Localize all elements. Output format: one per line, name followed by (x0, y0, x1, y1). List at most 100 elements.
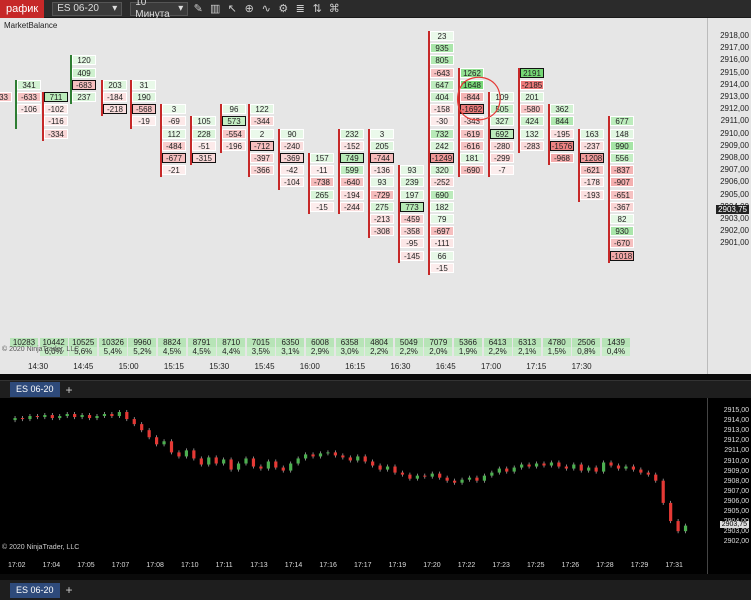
footprint-cell: -633 (17, 92, 41, 102)
footprint-cell: -15 (430, 262, 454, 273)
bar-range-marker (278, 128, 280, 190)
tab-es-06-20[interactable]: ES 06-20 (10, 382, 60, 397)
interval-selector[interactable]: 10 Минута ▾ (130, 0, 189, 20)
footprint-cell: -158 (430, 104, 454, 115)
candle-body (564, 466, 568, 469)
bar-volume-total: 6413 (483, 338, 512, 347)
bar-volume-total: 10283 (10, 338, 38, 347)
footprint-cell: -252 (430, 177, 454, 188)
candlestick-chart[interactable]: 2915,00 2914,00 2913,00 2912,00 2911,00 2910,… (0, 398, 751, 574)
footprint-cell: -334 (44, 128, 68, 139)
bar-volume-percent: 3,5% (246, 347, 275, 356)
footprint-cell: 505 (490, 104, 514, 115)
candle-body (28, 416, 32, 420)
bottom-time-label: 17:13 (250, 562, 268, 569)
candle-body (87, 415, 92, 419)
candle-body (654, 474, 658, 481)
footprint-cell: -15 (310, 201, 334, 212)
footprint-cell: -152 (340, 140, 364, 151)
footprint-cell: 990 (610, 140, 634, 151)
indicators-icon[interactable]: ∿ (261, 2, 271, 15)
bottom-price-axis[interactable]: 2915,00 2914,00 2913,00 2912,00 2911,00 2910,… (707, 398, 751, 574)
bar-volume-percent: 1,5% (542, 347, 571, 356)
bar-range-marker (248, 104, 250, 178)
bar-volume-percent: 2,1% (513, 347, 542, 356)
bar-volume-total: 2506 (572, 338, 601, 347)
candle-body (512, 467, 516, 472)
price-label: 2912,00 (720, 104, 749, 114)
bar-range-marker (70, 55, 72, 105)
bar-volume-total: 8824 (158, 338, 186, 347)
bar-range-marker (608, 116, 610, 263)
bar-volume-percent: 2,2% (394, 347, 423, 356)
bottom-time-label: 17:25 (527, 562, 545, 569)
time-label: 16:00 (299, 362, 320, 371)
instrument-selector[interactable]: ES 06-20 ▾ (52, 1, 123, 16)
footprint-cell: -195 (550, 128, 574, 139)
candle-body (110, 414, 114, 417)
add-tab-icon[interactable]: + (65, 382, 73, 397)
bottom-time-label: 17:22 (457, 562, 476, 569)
properties-icon[interactable]: ≣ (295, 2, 305, 15)
footprint-cell: -459 (400, 214, 424, 224)
bar-range-marker (42, 92, 44, 141)
chart-type-icon[interactable]: ▥ (210, 2, 221, 15)
candles-svg (13, 409, 688, 534)
trade-icon[interactable]: ⇅ (312, 2, 322, 15)
bar-range-marker (548, 104, 550, 166)
cursor-icon[interactable]: ↖ (227, 2, 237, 15)
footprint-cell: 773 (400, 201, 424, 212)
bottom-time-label: 17:31 (665, 562, 683, 569)
candle-body (184, 450, 188, 457)
bottom-price-label: 2902,00 (723, 538, 749, 546)
strategies-icon[interactable]: ⚙ (278, 2, 289, 15)
bar-volume-total: 4780 (542, 338, 571, 347)
bottom-price-label: 2914,00 (723, 417, 749, 425)
order-flow-chart[interactable]: MarketBalance 2918,00 2917,00 2916,00 2915,… (0, 18, 751, 374)
footprint-cell: 31 (132, 79, 156, 90)
price-axis[interactable]: 2918,00 2917,00 2916,00 2915,00 2914,00 2913,… (707, 18, 751, 374)
candle-body (95, 416, 99, 419)
footprint-cell: -690 (460, 165, 484, 176)
footprint-cell: 320 (430, 165, 454, 176)
bottom-tab-strip: ES 06-20 + (0, 580, 751, 600)
bottom-time-label: 17:20 (423, 562, 441, 569)
bar-volume-percent: 5,6% (69, 347, 98, 356)
bottom-price-label: 2905,00 (723, 508, 749, 515)
footprint-cell: 203 (103, 79, 127, 90)
tab-es-06-20-bottom[interactable]: ES 06-20 (10, 582, 60, 598)
bar-volume-percent: 2,0% (424, 347, 453, 356)
candle-body (371, 461, 375, 466)
zoom-icon[interactable]: ⊕ (244, 2, 254, 15)
footprint-cell: 711 (44, 92, 68, 102)
footprint-cell: -69 (162, 116, 186, 127)
footprint-cell: -1249 (430, 153, 454, 163)
bottom-price-label: 2913,00 (723, 427, 749, 435)
chart-menu-button[interactable]: рафик (0, 0, 45, 18)
bar-range-marker (15, 79, 17, 129)
footprint-cell: -196 (222, 140, 246, 151)
candle-body (549, 462, 554, 466)
attach-icon[interactable]: ⌘ (328, 2, 340, 15)
candle-body (117, 412, 121, 417)
footprint-cell: -21 (162, 165, 186, 176)
candle-body (214, 457, 218, 464)
candle-body (348, 457, 352, 461)
candle-body (445, 477, 449, 481)
candle-body (236, 463, 241, 470)
footprint-cell: -11 (310, 165, 334, 176)
candle-body (631, 466, 635, 470)
footprint-cell: -484 (162, 140, 186, 151)
drawing-tool-icon[interactable]: ✎ (193, 2, 203, 15)
footprint-cell: -244 (340, 201, 364, 212)
add-tab-icon[interactable]: + (65, 583, 73, 597)
candle-body (140, 424, 144, 431)
footprint-cell: 239 (400, 177, 424, 188)
footprint-cell: -30 (430, 116, 454, 127)
candle-body (572, 464, 576, 469)
footprint-cell: -283 (520, 140, 544, 151)
footprint-cell: 1262 (460, 67, 484, 78)
price-label: 2911,00 (720, 116, 749, 126)
footprint-cell: -106 (17, 104, 41, 115)
price-label: 2909,00 (720, 140, 749, 150)
